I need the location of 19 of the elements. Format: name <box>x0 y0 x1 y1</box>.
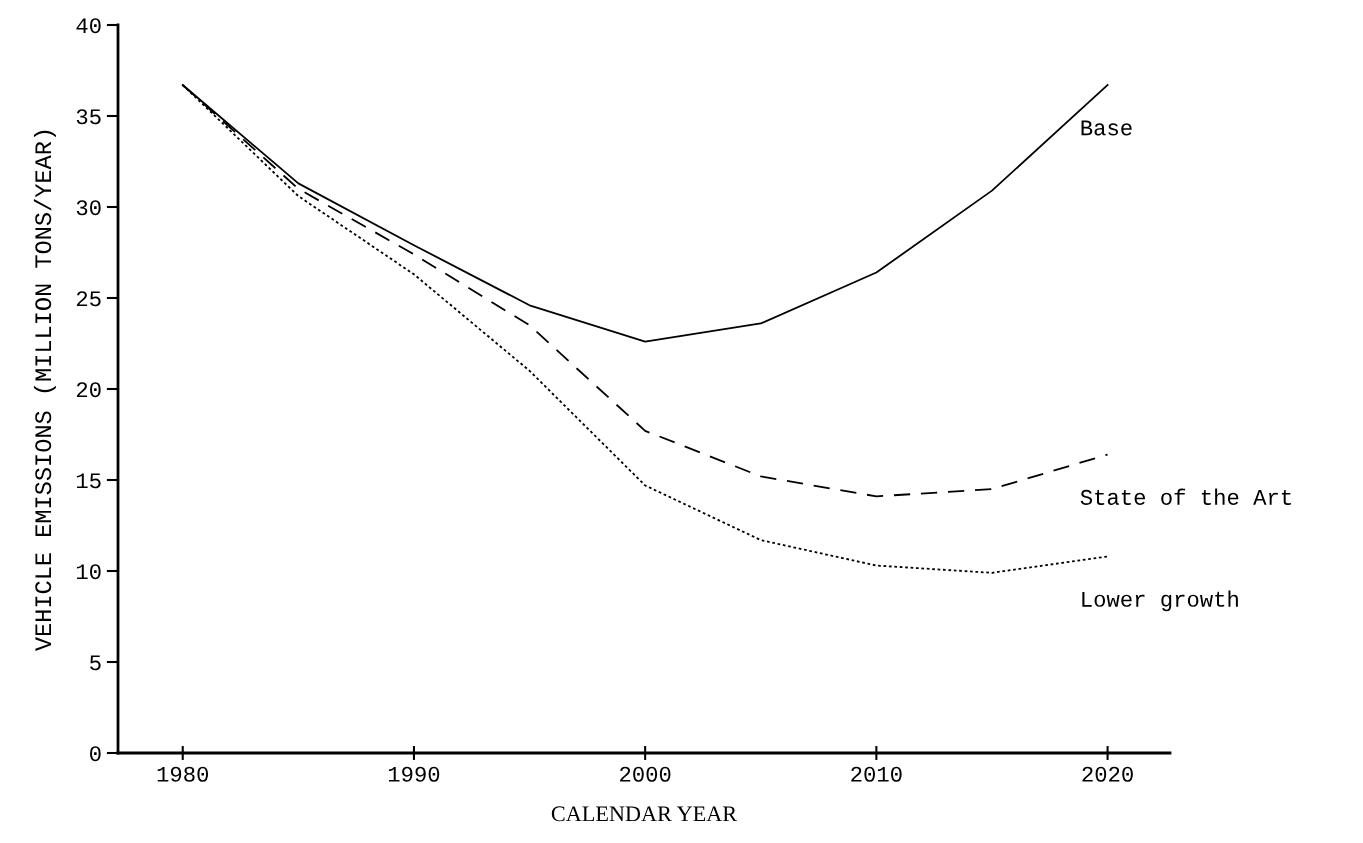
y-tick-label: 15 <box>76 473 101 489</box>
y-axis-title: VEHICLE EMISSIONS (MILLION TONS/YEAR) <box>33 130 56 652</box>
x-tick-label: 1980 <box>157 766 209 782</box>
series-label: Lower growth <box>1082 590 1238 612</box>
y-tick-label: 5 <box>90 655 101 671</box>
y-tick-label: 25 <box>76 291 101 307</box>
x-tick-label: 2010 <box>851 766 902 782</box>
y-tick-label: 10 <box>76 564 101 580</box>
x-axis-title: CALENDAR YEAR <box>551 806 738 822</box>
y-tick-label: 30 <box>76 200 101 216</box>
y-tick-label: 0 <box>90 746 101 762</box>
x-tick-label: 2020 <box>1082 766 1133 782</box>
y-tick-label: 35 <box>76 109 101 125</box>
series-label: Base <box>1081 120 1132 136</box>
series-label: State of the Art <box>1080 488 1291 505</box>
x-tick-label: 2000 <box>620 766 671 782</box>
x-tick-label: 1990 <box>388 766 440 782</box>
y-tick-label: 20 <box>76 382 101 398</box>
y-tick-label: 40 <box>76 18 101 34</box>
